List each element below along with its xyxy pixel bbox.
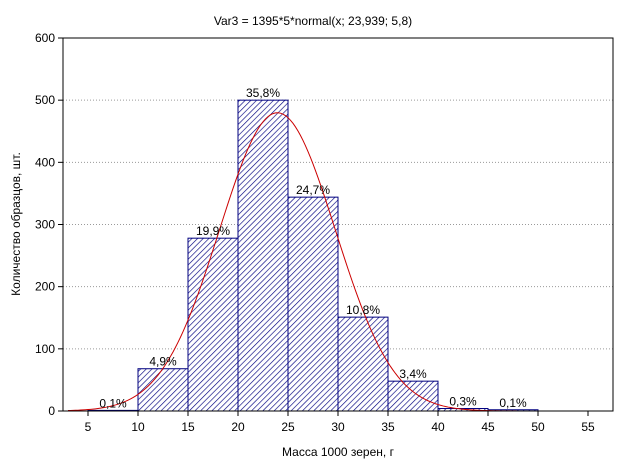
axis-ticks: 5 10 15 20 25 30 35 40 45 50 55 0 100 200 300 400 500 600: [35, 31, 595, 434]
y-tick-label: 100: [35, 342, 55, 356]
histogram-bar: [387, 380, 439, 412]
fit-curve-layer: [67, 112, 538, 412]
chart-title: Var3 = 1395*5*normal(x; 23,939; 5,8): [214, 14, 412, 28]
bar-labels: 0,1% 4,9% 19,9% 35,8% 24,7% 10,8% 3,4% 0,3% 0,1%: [99, 86, 527, 410]
x-tick-label: 35: [381, 420, 395, 434]
y-tick-label: 200: [35, 280, 55, 294]
bar-percent-label: 24,7%: [296, 183, 330, 197]
bar-percent-label: 3,4%: [399, 367, 427, 381]
histogram-bar: [337, 316, 389, 412]
bar-percent-label: 0,3%: [449, 395, 477, 409]
y-tick-label: 300: [35, 218, 55, 232]
normal-fit-curve: [67, 112, 538, 412]
x-tick-label: 30: [331, 420, 345, 434]
x-tick-label: 40: [431, 420, 445, 434]
bar-percent-label: 0,1%: [499, 396, 527, 410]
histogram-bar: [137, 368, 189, 412]
x-tick-label: 5: [85, 420, 92, 434]
y-axis-label: Количество образцов, шт.: [9, 152, 23, 296]
y-tick-label: 500: [35, 93, 55, 107]
bar-percent-label: 10,8%: [346, 303, 380, 317]
y-tick-label: 400: [35, 155, 55, 169]
x-axis-label: Масса 1000 зерен, г: [282, 445, 395, 459]
x-tick-label: 15: [181, 420, 195, 434]
x-tick-label: 10: [131, 420, 145, 434]
x-tick-label: 25: [281, 420, 295, 434]
x-tick-label: 50: [531, 420, 545, 434]
x-tick-label: 55: [581, 420, 595, 434]
histogram-bar: [287, 196, 339, 412]
histogram-bar: [237, 99, 289, 412]
bars: [87, 99, 539, 412]
x-tick-label: 45: [481, 420, 495, 434]
bar-percent-label: 4,9%: [149, 355, 177, 369]
x-tick-label: 20: [231, 420, 245, 434]
bar-percent-label: 0,1%: [99, 396, 127, 410]
bar-percent-label: 19,9%: [196, 224, 230, 238]
histogram-bar: [187, 237, 239, 412]
bar-percent-label: 35,8%: [246, 86, 280, 100]
y-tick-label: 600: [35, 31, 55, 45]
y-tick-label: 0: [48, 404, 55, 418]
